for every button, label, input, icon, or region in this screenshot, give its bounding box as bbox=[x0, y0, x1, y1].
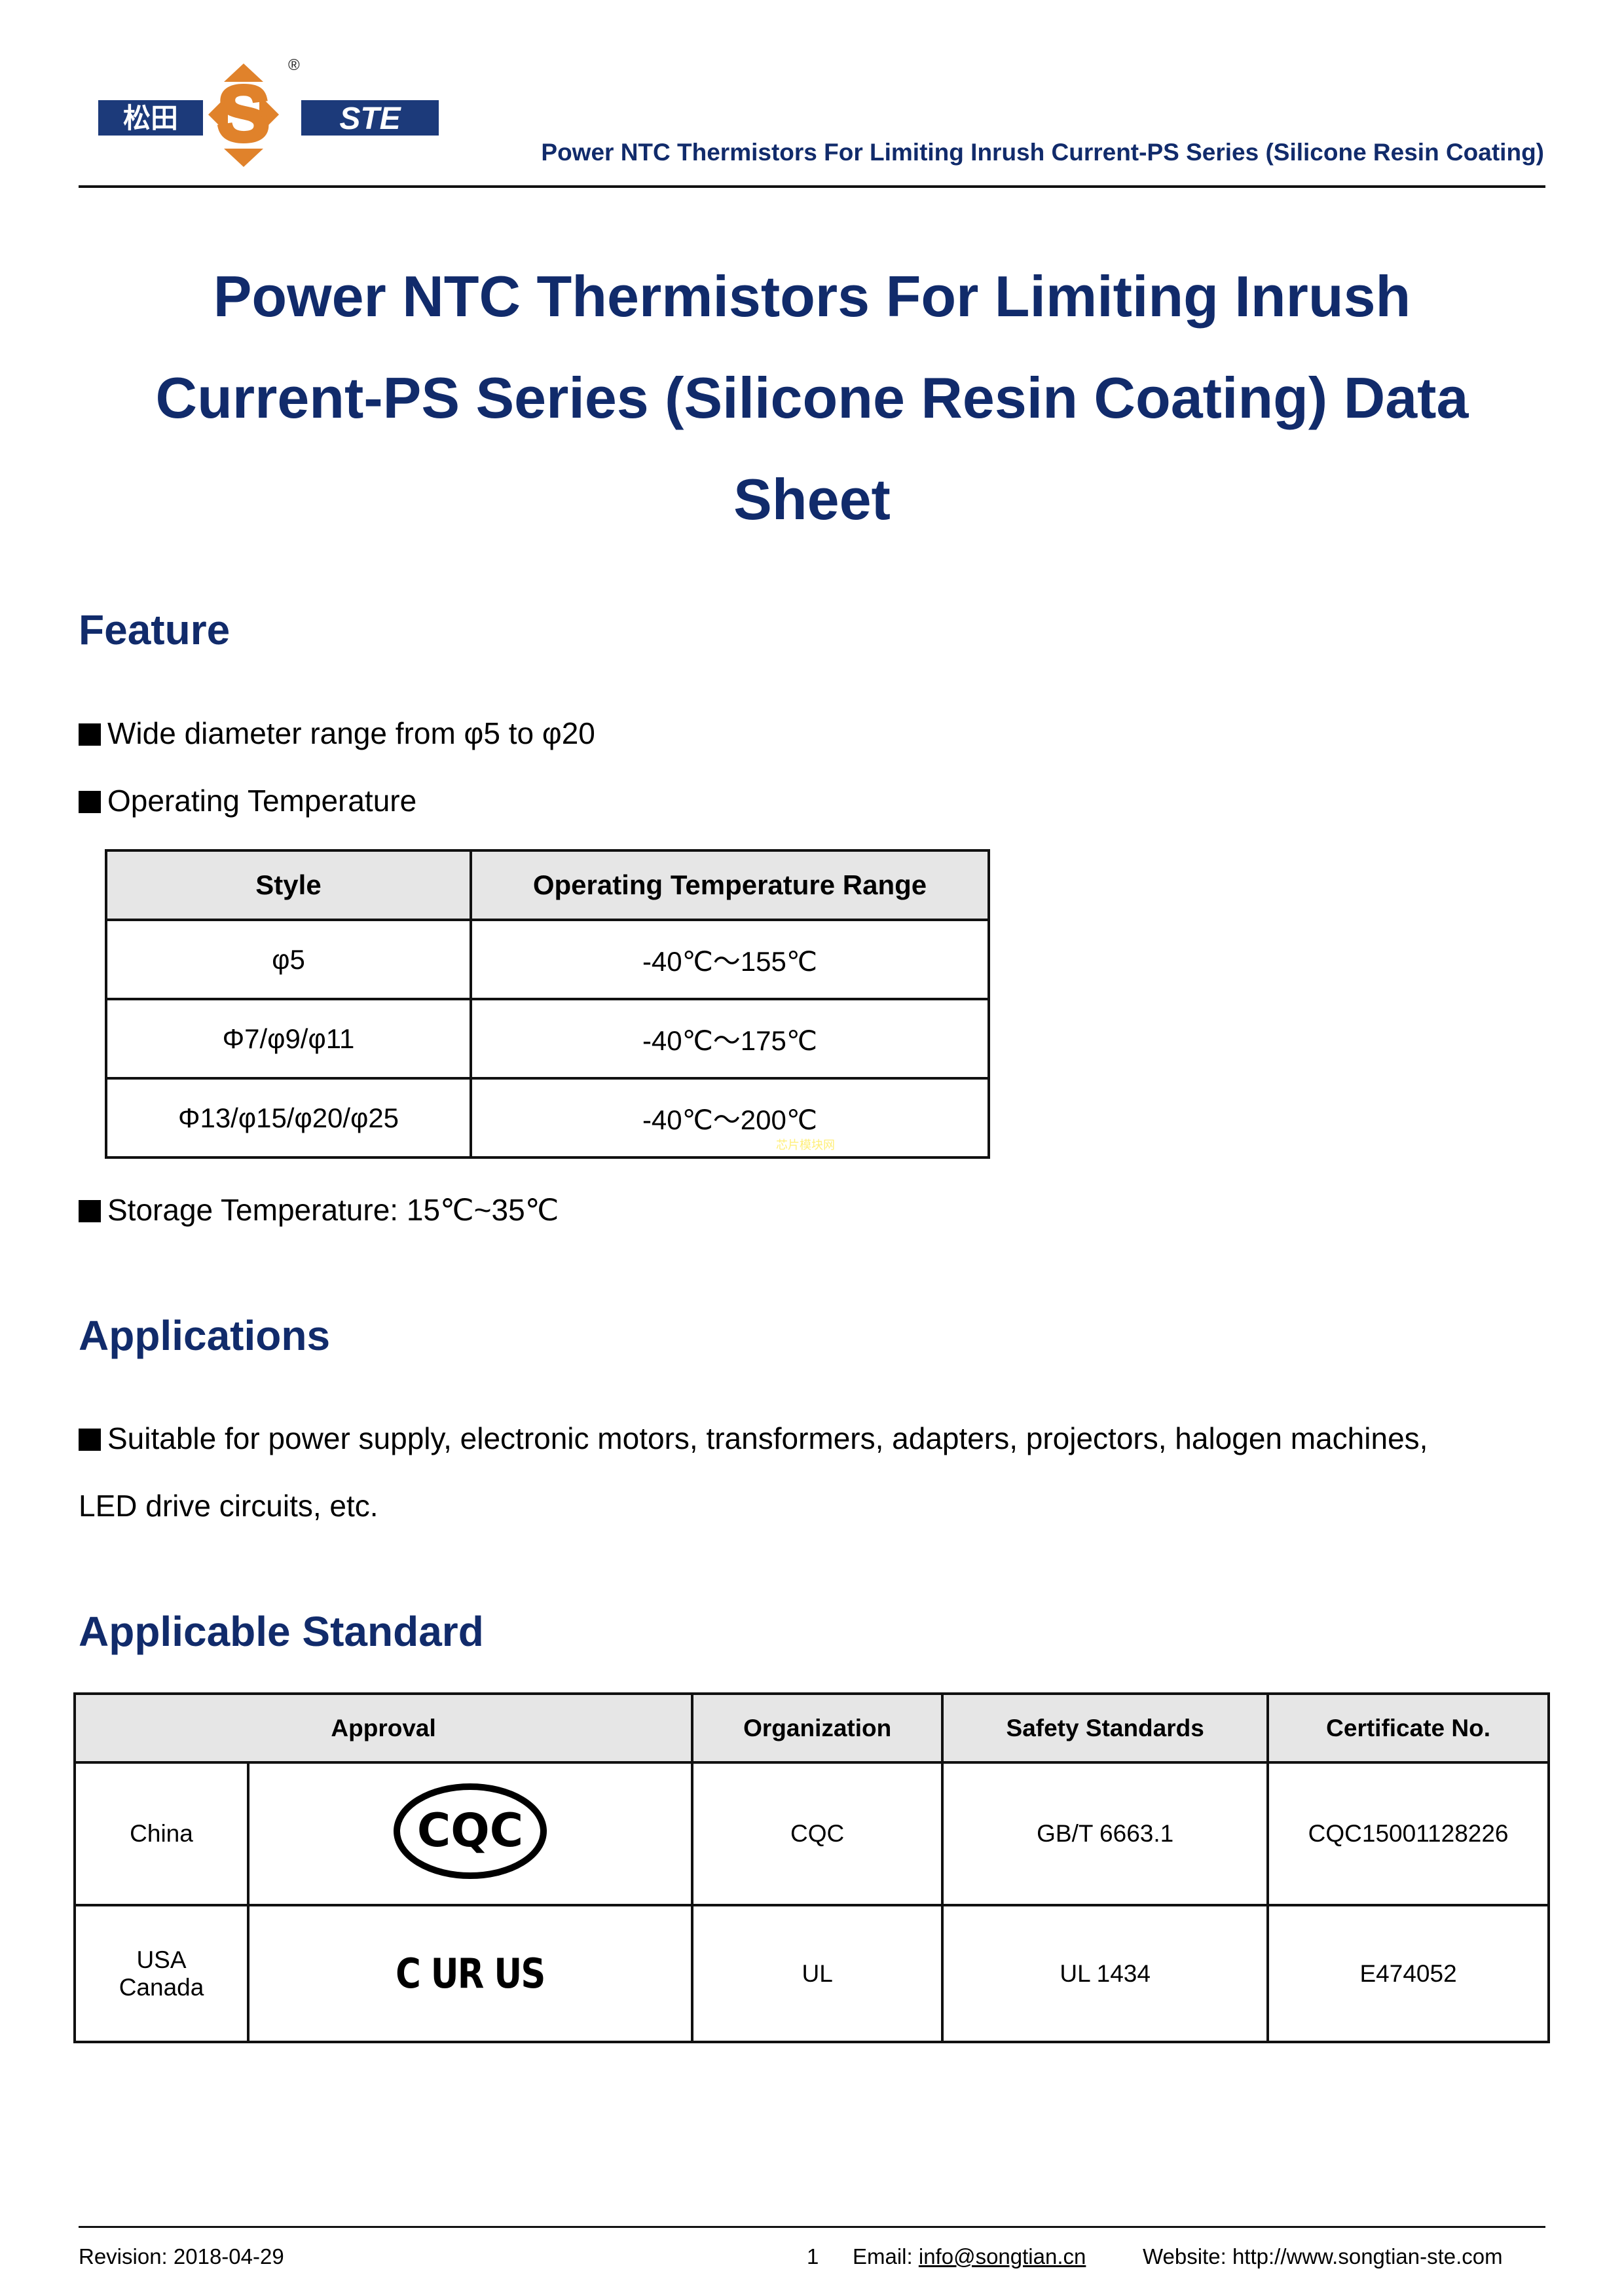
bullet-square-icon bbox=[79, 791, 101, 813]
email-label: Email: bbox=[853, 2244, 919, 2269]
applications-line-2: LED drive circuits, etc. bbox=[79, 1489, 378, 1523]
cell-organization: CQC bbox=[691, 1761, 944, 1906]
standard-heading: Applicable Standard bbox=[79, 1608, 484, 1655]
applicable-standard-table: Approval Organization Safety Standards C… bbox=[73, 1692, 1550, 2043]
cell-range: -40℃～200℃ bbox=[470, 1077, 990, 1159]
table-row: China CQC CQC GB/T 6663.1 CQC15001128226 bbox=[73, 1761, 1550, 1906]
bullet-text: Suitable for power supply, electronic mo… bbox=[107, 1421, 1428, 1455]
footer-divider bbox=[79, 2226, 1545, 2228]
cell-range: -40℃～175℃ bbox=[470, 998, 990, 1080]
footer-page-number: 1 bbox=[807, 2244, 819, 2269]
logo-ste-text: STE bbox=[339, 101, 401, 136]
title-line-3: Sheet bbox=[733, 467, 891, 532]
bullet-text: Operating Temperature bbox=[107, 784, 417, 818]
feature-heading: Feature bbox=[79, 606, 231, 653]
logo-cn-block bbox=[98, 100, 203, 136]
table-row: Φ7/φ9/φ11 -40℃～175℃ bbox=[105, 998, 990, 1080]
bullet-square-icon bbox=[79, 1429, 101, 1451]
table-row: φ5 -40℃～155℃ bbox=[105, 919, 990, 1000]
cell-style: φ5 bbox=[105, 919, 472, 1000]
col-header-approval: Approval bbox=[73, 1692, 694, 1764]
bullet-text: Storage Temperature: 15℃~35℃ bbox=[107, 1193, 559, 1227]
col-header-certificate: Certificate No. bbox=[1266, 1692, 1550, 1764]
applications-heading: Applications bbox=[79, 1312, 331, 1359]
operating-temperature-table: Style Operating Temperature Range φ5 -40… bbox=[105, 849, 990, 1159]
ul-recognized-mark: c UR us bbox=[396, 1950, 545, 1997]
table-header-row: Style Operating Temperature Range bbox=[105, 849, 990, 921]
email-link[interactable]: info@songtian.cn bbox=[918, 2244, 1086, 2269]
table-row: Φ13/φ15/φ20/φ25 -40℃～200℃ bbox=[105, 1077, 990, 1159]
bullet-square-icon bbox=[79, 723, 101, 746]
registered-mark: ® bbox=[288, 56, 300, 74]
footer-email: Email: info@songtian.cn bbox=[853, 2244, 1086, 2269]
company-logo: 松田 S ® STE bbox=[98, 56, 439, 167]
watermark: 芯片模块网 bbox=[776, 1139, 835, 1152]
cell-style: Φ13/φ15/φ20/φ25 bbox=[105, 1077, 472, 1159]
bullet-text: Wide diameter range from φ5 to φ20 bbox=[107, 716, 595, 750]
region-line-2: Canada bbox=[119, 1973, 204, 2001]
title-line-1: Power NTC Thermistors For Limiting Inrus… bbox=[213, 264, 1411, 329]
feature-bullet-diameter: Wide diameter range from φ5 to φ20 bbox=[79, 716, 595, 751]
feature-bullet-operating: Operating Temperature bbox=[79, 783, 416, 818]
title-line-2: Current-PS Series (Silicone Resin Coatin… bbox=[155, 365, 1469, 430]
cell-certificate: CQC15001128226 bbox=[1266, 1761, 1550, 1906]
table-row: USA Canada c UR us UL UL 1434 E474052 bbox=[73, 1904, 1550, 2043]
feature-bullet-storage: Storage Temperature: 15℃~35℃ bbox=[79, 1192, 559, 1228]
region-line-1: USA bbox=[136, 1946, 187, 1973]
footer-revision: Revision: 2018-04-29 bbox=[79, 2244, 284, 2269]
cqc-mark-icon: CQC bbox=[394, 1783, 547, 1879]
cell-style: Φ7/φ9/φ11 bbox=[105, 998, 472, 1080]
cell-region: USA Canada bbox=[73, 1904, 249, 2043]
logo-s: S bbox=[217, 70, 270, 158]
cell-organization: UL bbox=[691, 1904, 944, 2043]
col-header-style: Style bbox=[105, 849, 472, 921]
cell-certificate: E474052 bbox=[1266, 1904, 1550, 2043]
cell-region: China bbox=[73, 1761, 249, 1906]
cell-mark: CQC bbox=[246, 1761, 694, 1906]
applications-bullet: Suitable for power supply, electronic mo… bbox=[79, 1421, 1428, 1456]
col-header-safety-standards: Safety Standards bbox=[941, 1692, 1270, 1764]
page-title: Power NTC Thermistors For Limiting Inrus… bbox=[79, 246, 1545, 550]
cell-standard: GB/T 6663.1 bbox=[941, 1761, 1270, 1906]
col-header-organization: Organization bbox=[691, 1692, 944, 1764]
footer-website[interactable]: Website: http://www.songtian-ste.com bbox=[1143, 2244, 1503, 2269]
table-header-row: Approval Organization Safety Standards C… bbox=[73, 1692, 1550, 1764]
col-header-range: Operating Temperature Range bbox=[470, 849, 990, 921]
header-divider bbox=[79, 185, 1545, 188]
cell-range: -40℃～155℃ bbox=[470, 919, 990, 1000]
cqc-mark-text: CQC bbox=[417, 1804, 523, 1857]
cell-mark: c UR us bbox=[246, 1904, 694, 2043]
cell-standard: UL 1434 bbox=[941, 1904, 1270, 2043]
bullet-square-icon bbox=[79, 1200, 101, 1222]
running-header-title: Power NTC Thermistors For Limiting Inrus… bbox=[541, 139, 1544, 166]
logo-cn-text: 松田 bbox=[123, 102, 178, 134]
